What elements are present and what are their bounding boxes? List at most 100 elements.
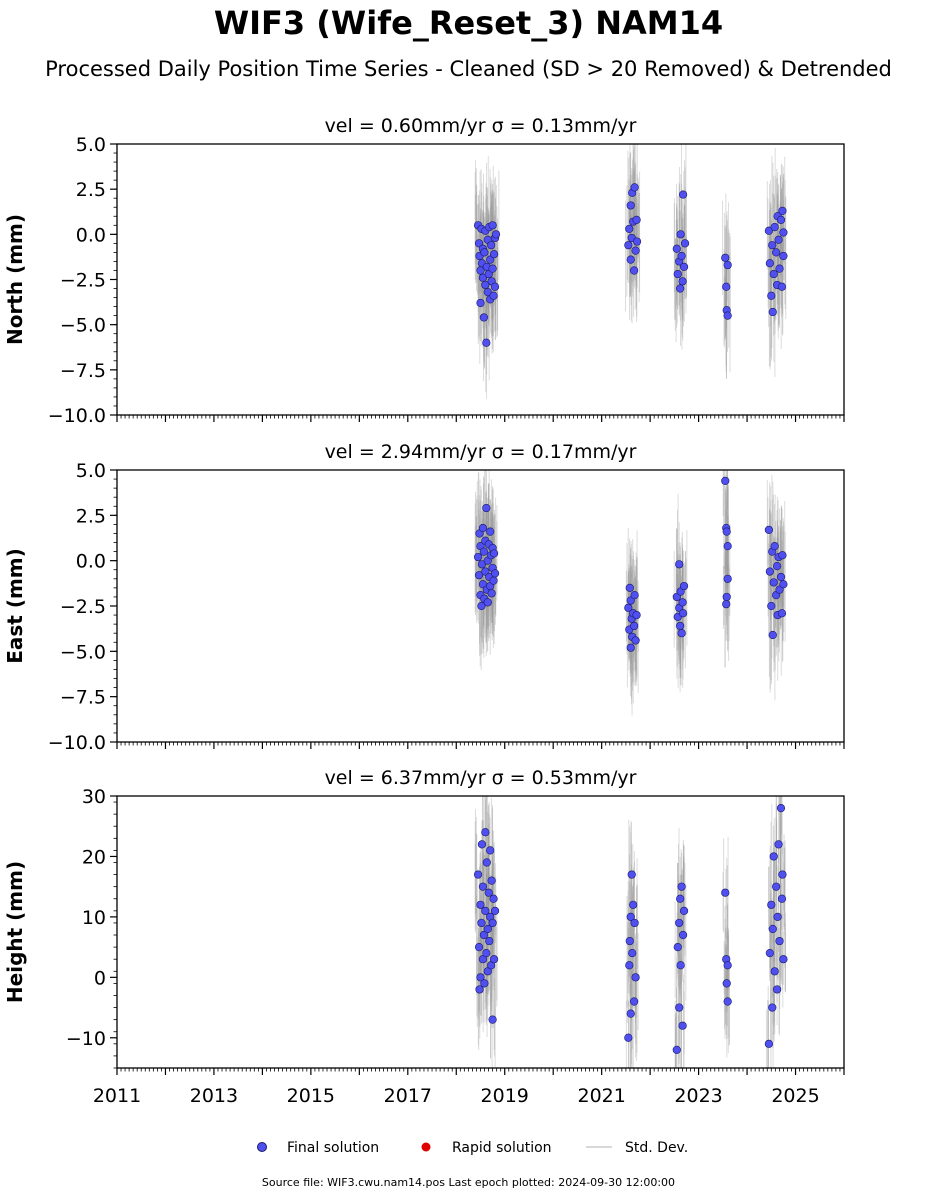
- data-point: [488, 221, 497, 230]
- data-point: [768, 924, 777, 934]
- data-point: [764, 226, 773, 235]
- data-point: [476, 973, 485, 982]
- data-point: [631, 973, 640, 982]
- data-point: [630, 621, 639, 631]
- data-point: [479, 930, 488, 940]
- data-point: [767, 900, 776, 909]
- data-point: [678, 930, 688, 940]
- data-point: [777, 894, 787, 903]
- y-tick-label: 0: [94, 967, 106, 989]
- data-point: [775, 264, 784, 273]
- data-point: [721, 476, 730, 485]
- source-note: Source file: WIF3.cwu.nam14.pos Last epo…: [261, 1176, 676, 1189]
- data-point: [770, 967, 779, 976]
- data-point: [482, 949, 491, 958]
- data-point: [482, 858, 491, 867]
- data-point: [721, 253, 730, 262]
- data-point: [481, 828, 490, 837]
- data-point: [722, 527, 731, 536]
- x-tick-label: 2019: [481, 1085, 529, 1107]
- x-tick-label: 2015: [287, 1085, 335, 1107]
- data-point: [631, 246, 640, 255]
- data-point: [779, 251, 788, 261]
- data-point: [675, 560, 684, 569]
- data-point: [624, 241, 633, 250]
- stddev-bars: [474, 796, 786, 1068]
- data-point: [776, 803, 786, 813]
- data-point: [631, 636, 640, 645]
- data-point: [489, 576, 498, 585]
- x-tick-label: 2023: [674, 1085, 722, 1107]
- data-point: [722, 600, 731, 609]
- data-point: [629, 900, 638, 909]
- y-tick-label: −7.5: [60, 360, 106, 382]
- data-point: [486, 846, 495, 855]
- y-axis-label: Height (mm): [3, 861, 27, 1003]
- data-point: [676, 894, 685, 903]
- data-point: [489, 250, 499, 259]
- y-tick-label: 10: [82, 907, 106, 929]
- data-point: [489, 291, 498, 300]
- data-point: [624, 1033, 633, 1042]
- y-tick-label: −10.0: [48, 405, 106, 427]
- data-point: [764, 525, 773, 534]
- data-point: [485, 936, 494, 946]
- data-point: [488, 918, 497, 928]
- data-point: [482, 338, 491, 347]
- chart-subtitle: Processed Daily Position Time Series - C…: [45, 57, 892, 81]
- data-point: [770, 223, 779, 232]
- data-point: [779, 228, 788, 237]
- data-point: [632, 215, 641, 224]
- y-tick-label: 2.5: [76, 505, 106, 527]
- legend-rapid-marker: [421, 1142, 431, 1152]
- data-point: [626, 643, 635, 652]
- data-point: [624, 603, 633, 612]
- data-point: [776, 572, 786, 582]
- data-point: [630, 266, 639, 275]
- data-point: [490, 282, 500, 291]
- data-point: [677, 251, 686, 261]
- legend-stddev-label: Std. Dev.: [625, 1140, 688, 1156]
- data-point: [488, 1015, 497, 1024]
- data-point: [625, 936, 634, 946]
- y-tick-label: −5.0: [60, 641, 106, 663]
- data-point: [678, 609, 688, 618]
- data-point: [773, 985, 782, 994]
- chart-title: WIF3 (Wife_Reset_3) NAM14: [213, 4, 724, 42]
- data-point: [774, 235, 783, 244]
- data-point: [776, 215, 786, 224]
- data-point: [679, 581, 689, 591]
- data-point: [478, 882, 488, 891]
- y-tick-label: 2.5: [76, 179, 106, 201]
- data-point: [474, 571, 484, 580]
- data-point: [772, 882, 781, 891]
- data-point: [625, 961, 634, 970]
- y-tick-label: 0.0: [76, 224, 106, 246]
- data-points: [473, 803, 788, 1054]
- data-point: [626, 201, 635, 210]
- data-point: [723, 997, 732, 1006]
- data-point: [676, 230, 685, 239]
- data-point: [477, 601, 486, 611]
- data-point: [478, 523, 488, 533]
- data-point: [632, 237, 642, 246]
- data-point: [482, 503, 491, 513]
- data-point: [723, 260, 732, 270]
- data-point: [779, 955, 788, 964]
- x-tick-label: 2017: [384, 1085, 432, 1107]
- data-point: [678, 277, 687, 286]
- data-point: [473, 870, 483, 879]
- y-tick-label: 30: [82, 786, 106, 808]
- data-point: [769, 269, 778, 279]
- data-point: [479, 547, 488, 556]
- data-point: [479, 313, 488, 322]
- y-tick-label: −10: [66, 1028, 106, 1050]
- y-tick-label: −7.5: [60, 687, 106, 709]
- data-point: [489, 894, 498, 903]
- data-point: [676, 284, 685, 293]
- data-point: [475, 985, 484, 994]
- data-point: [768, 1003, 777, 1012]
- data-point: [777, 609, 787, 618]
- data-point: [477, 560, 487, 569]
- data-point: [722, 592, 731, 602]
